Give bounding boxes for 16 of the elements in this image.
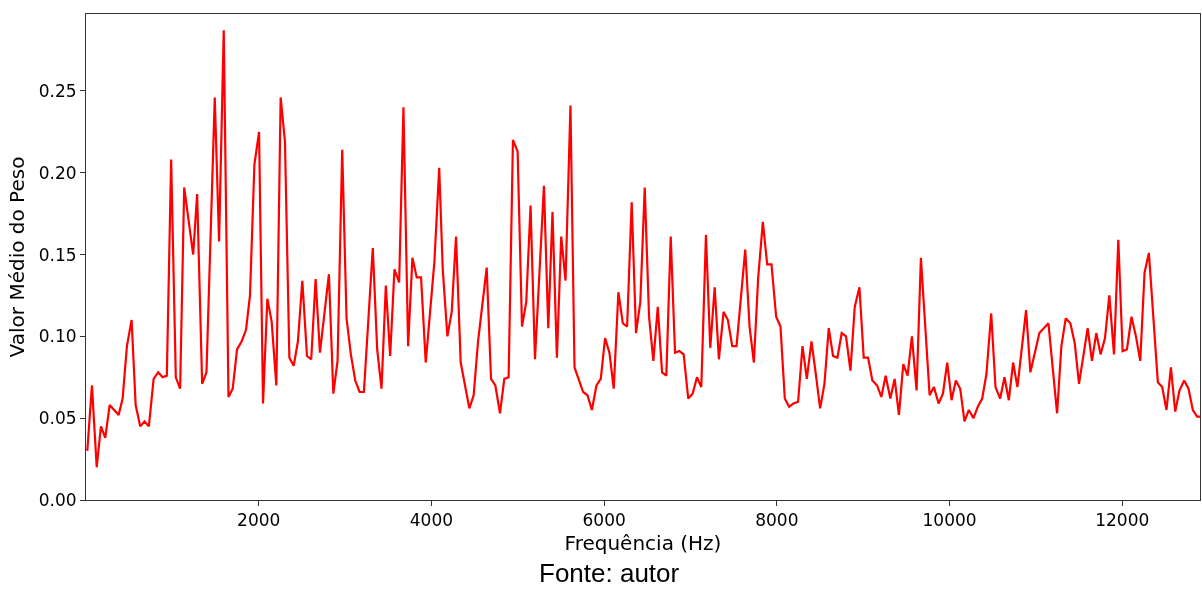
x-tick-label: 4000 bbox=[409, 510, 454, 531]
x-axis-title: Frequência (Hz) bbox=[564, 530, 722, 555]
x-tick-label: 6000 bbox=[582, 510, 626, 531]
y-tick-label: 0.00 bbox=[38, 489, 77, 510]
x-tick-label: 12000 bbox=[1095, 510, 1150, 531]
y-axis-title: Valor Médio do Peso bbox=[5, 156, 30, 358]
y-tick-label: 0.20 bbox=[38, 162, 77, 183]
y-tick-label: 0.15 bbox=[38, 244, 77, 265]
x-tick-label: 8000 bbox=[755, 510, 799, 531]
line-series bbox=[86, 29, 1200, 469]
x-tick-label: 10000 bbox=[922, 510, 977, 531]
x-tick-label: 2000 bbox=[237, 510, 281, 531]
y-tick-label: 0.05 bbox=[38, 408, 77, 429]
source-note: Fonte: autor bbox=[539, 558, 680, 588]
y-tick-label: 0.10 bbox=[38, 326, 77, 347]
y-tick-label: 0.25 bbox=[38, 80, 77, 101]
